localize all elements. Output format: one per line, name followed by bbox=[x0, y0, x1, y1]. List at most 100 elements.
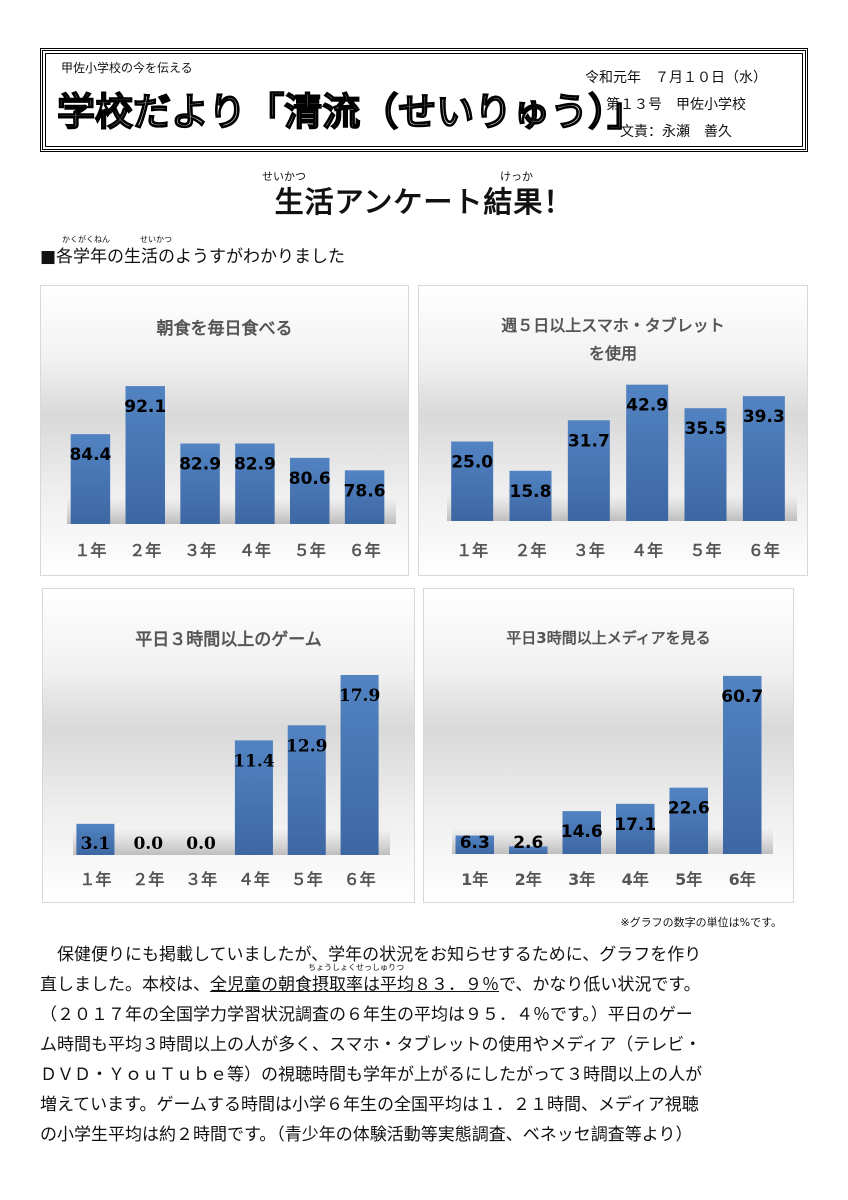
chart-breakfast: 84.4 １年 92.1 ２年 82.9 ３年 82.9 ４年 80.6 ５年 78.6 ６年 朝食を… bbox=[40, 285, 409, 576]
chart-plot: 3.1 １年 0.0 ２年 0.0 ３年 11.4 ４年 12.9 ５年 17.9 ６年 bbox=[73, 675, 390, 889]
data-label-6: 39.3 bbox=[743, 407, 785, 427]
category-label-5: 5年 bbox=[675, 870, 702, 889]
ruby-kekka: けっか bbox=[500, 170, 533, 183]
floor-shadow bbox=[67, 498, 396, 524]
data-label-5: 12.9 bbox=[286, 736, 327, 756]
body-line: ＤＶＤ・ＹｏｕＴｕｂｅ等）の視聴時間も学年が上がるにしたがって３時間以上の人が bbox=[40, 1065, 703, 1085]
body-line: 保健便りにも掲載していましたが、学年の状況をお知らせするために、グラフを作り bbox=[40, 945, 702, 965]
category-label-3: 3年 bbox=[568, 870, 595, 889]
page-title: 生活アンケート結果！ bbox=[274, 185, 574, 219]
data-label-1: 25.0 bbox=[451, 453, 493, 473]
category-label-2: ２年 bbox=[132, 870, 164, 889]
data-label-3: 14.6 bbox=[561, 822, 603, 842]
category-label-2: 2年 bbox=[515, 870, 542, 889]
category-label-5: ５年 bbox=[689, 541, 721, 560]
bar-5 bbox=[669, 787, 709, 854]
floor-shadow bbox=[447, 495, 797, 521]
ruby-seikatsu: せいかつ bbox=[262, 170, 306, 183]
chart-plot: 6.3 1年 2.6 2年 14.6 3年 17.1 4年 22.6 5年 60.7 6年 bbox=[452, 675, 773, 889]
data-label-3: 31.7 bbox=[568, 431, 610, 451]
body-text-segment: で、かなり低い状況です。 bbox=[499, 975, 701, 995]
category-label-1: 1年 bbox=[461, 870, 488, 889]
chart-plot: 84.4 １年 92.1 ２年 82.9 ３年 82.9 ４年 80.6 ５年 78.6 ６年 bbox=[67, 386, 396, 560]
category-label-4: ４年 bbox=[239, 541, 271, 560]
category-label-6: 6年 bbox=[729, 870, 756, 889]
category-label-3: ３年 bbox=[573, 541, 605, 560]
chart-title-line1: 週５日以上スマホ・タブレット bbox=[501, 316, 725, 335]
bar-1 bbox=[70, 434, 111, 524]
issue-number: 第１３号 甲佐小学校 bbox=[606, 97, 746, 113]
data-label-5: 22.6 bbox=[668, 799, 710, 819]
header-meta: 令和元年 ７月１０日（水） 第１３号 甲佐小学校 文責：永瀬 善久 bbox=[561, 65, 791, 146]
data-label-2: 2.6 bbox=[513, 833, 543, 853]
data-label-4: 17.1 bbox=[614, 815, 656, 835]
bar-6 bbox=[742, 396, 785, 521]
data-label-4: 82.9 bbox=[234, 455, 276, 475]
data-label-3: 82.9 bbox=[179, 455, 221, 475]
data-label-5: 35.5 bbox=[685, 419, 727, 439]
chart-plot: 25.0 １年 15.8 ２年 31.7 ３年 42.9 ４年 35.5 ５年 39.3 ６年 bbox=[447, 384, 797, 560]
floor-shadow bbox=[73, 829, 390, 855]
bar-4 bbox=[235, 443, 275, 524]
bar-1 bbox=[76, 823, 115, 855]
data-label-4: 11.4 bbox=[233, 751, 275, 771]
chart-media: 6.3 1年 2.6 2年 14.6 3年 17.1 4年 22.6 5年 60.7 6年 平日3時間… bbox=[423, 588, 794, 903]
category-label-4: ４年 bbox=[631, 541, 663, 560]
bar-3 bbox=[562, 811, 602, 854]
body-text-segment: 直しました。本校は、 bbox=[40, 975, 210, 995]
body-line: の小学生平均は約２時間です。（青少年の体験活動等実態調査、ベネッセ調査等より） bbox=[40, 1125, 693, 1145]
bar-4 bbox=[234, 740, 273, 855]
bar-5 bbox=[287, 725, 326, 855]
category-label-3: ３年 bbox=[185, 870, 217, 889]
category-label-3: ３年 bbox=[184, 541, 216, 560]
data-label-6: 60.7 bbox=[721, 687, 763, 707]
issue-date: 令和元年 ７月１０日（水） bbox=[585, 70, 767, 86]
category-label-1: １年 bbox=[79, 870, 111, 889]
category-label-2: ２年 bbox=[129, 541, 161, 560]
data-label-1: 84.4 bbox=[69, 445, 111, 465]
data-label-2: 92.1 bbox=[124, 397, 166, 417]
bar-3 bbox=[180, 443, 220, 524]
bar-4 bbox=[626, 384, 669, 521]
category-label-5: ５年 bbox=[291, 870, 323, 889]
ruby-seikatsu-sub: せいかつ bbox=[140, 235, 172, 244]
data-label-1: 3.1 bbox=[81, 834, 111, 854]
bar-6 bbox=[722, 675, 762, 854]
section-heading: ■各学年の生活のようすがわかりました bbox=[40, 247, 346, 267]
body-line: （２０１７年の全国学力学習状況調査の６年生の平均は９５．４％です。）平日のゲー bbox=[40, 1005, 693, 1025]
category-label-5: ５年 bbox=[294, 541, 326, 560]
body-line: ム時間も平均３時間以上の人が多く、スマホ・タブレットの使用やメディア（テレビ・ bbox=[40, 1035, 702, 1055]
ruby-choushoku: ちょうしょくせっしゅりつ bbox=[308, 963, 405, 972]
data-label-5: 80.6 bbox=[289, 469, 331, 489]
bar-3 bbox=[567, 420, 610, 521]
category-label-2: ２年 bbox=[514, 541, 546, 560]
category-label-6: ６年 bbox=[344, 870, 376, 889]
chart-title: 朝食を毎日食べる bbox=[156, 319, 293, 339]
body-line: 直しました。本校は、全児童の朝食摂取率は平均８３．９％で、かなり低い状況です。 bbox=[40, 970, 810, 1000]
header-inner-border bbox=[45, 53, 803, 147]
data-label-2: 15.8 bbox=[510, 482, 552, 502]
bar-5 bbox=[684, 408, 727, 521]
data-label-3: 0.0 bbox=[186, 834, 216, 854]
author: 文責：永瀬 善久 bbox=[620, 124, 732, 140]
chart-title-line2: を使用 bbox=[588, 344, 637, 363]
main-title-wrap: 生活アンケート結果！ bbox=[0, 184, 848, 220]
category-label-6: ６年 bbox=[748, 541, 780, 560]
bar-1 bbox=[455, 835, 495, 854]
bar-5 bbox=[290, 457, 330, 524]
header-tagline: 甲佐小学校の今を伝える bbox=[61, 61, 193, 75]
data-label-2: 0.0 bbox=[133, 834, 163, 854]
bar-6 bbox=[340, 675, 379, 855]
category-label-4: 4年 bbox=[622, 870, 649, 889]
bar-2 bbox=[509, 470, 552, 521]
bar-6 bbox=[344, 470, 385, 524]
bar-2 bbox=[125, 386, 165, 524]
category-label-6: ６年 bbox=[349, 541, 381, 560]
category-label-1: １年 bbox=[456, 541, 488, 560]
unit-note: ※グラフの数字の単位は%です。 bbox=[620, 916, 782, 929]
floor-shadow bbox=[452, 828, 773, 854]
category-label-4: ４年 bbox=[238, 870, 270, 889]
chart-smartphone: 25.0 １年 15.8 ２年 31.7 ３年 42.9 ４年 35.5 ５年 39.3 ６年 週５日… bbox=[418, 285, 808, 576]
chart-games: 3.1 １年 0.0 ２年 0.0 ３年 11.4 ４年 12.9 ５年 17.9 ６年 平日３時間以… bbox=[42, 588, 415, 903]
data-label-1: 6.3 bbox=[460, 833, 490, 853]
